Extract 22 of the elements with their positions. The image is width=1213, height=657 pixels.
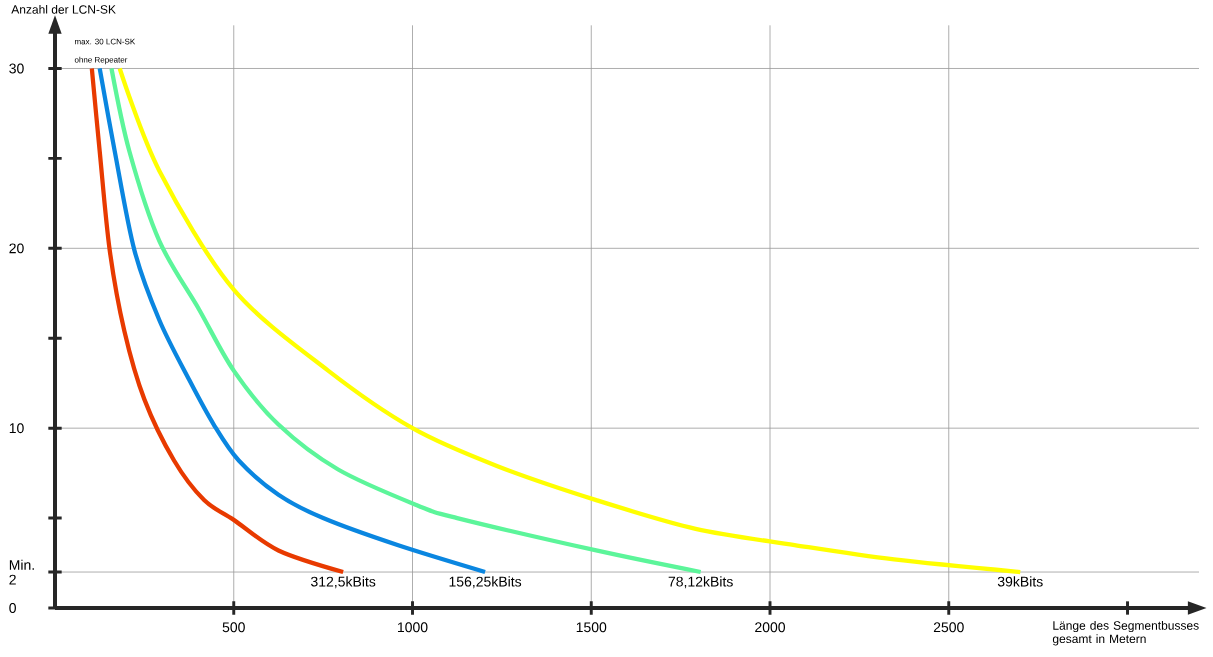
series-label: 78,12kBits bbox=[668, 576, 733, 589]
y-tick-label: 0 bbox=[9, 603, 16, 613]
x-tick-label: 1000 bbox=[398, 622, 428, 633]
x-axis-title: Länge des Segmentbusses gesamt in Metern bbox=[1052, 620, 1199, 646]
line-series bbox=[117, 66, 1023, 575]
series-label: 39kBits bbox=[997, 576, 1043, 587]
line-series bbox=[97, 66, 488, 575]
annotation: ohne Repeater bbox=[74, 56, 128, 65]
x-tick-label: 1500 bbox=[576, 622, 607, 633]
y-tick-label: Min. 2 bbox=[9, 559, 34, 585]
annotation: max. 30 LCN-SK bbox=[75, 38, 136, 45]
series-label: 312,5kBits bbox=[310, 576, 376, 589]
line-series bbox=[109, 66, 703, 575]
y-tick-label: 30 bbox=[9, 63, 24, 74]
y-tick-label: 20 bbox=[9, 243, 24, 254]
x-tick-label: 2500 bbox=[933, 622, 964, 633]
x-tick-label: 2000 bbox=[755, 622, 786, 633]
series-label: 156,25kBits bbox=[449, 576, 522, 589]
y-tick-label: 10 bbox=[9, 423, 24, 434]
x-tick-label: 500 bbox=[222, 622, 245, 633]
y-axis-title: Anzahl der LCN-SK bbox=[11, 4, 116, 14]
line-series bbox=[89, 66, 346, 575]
